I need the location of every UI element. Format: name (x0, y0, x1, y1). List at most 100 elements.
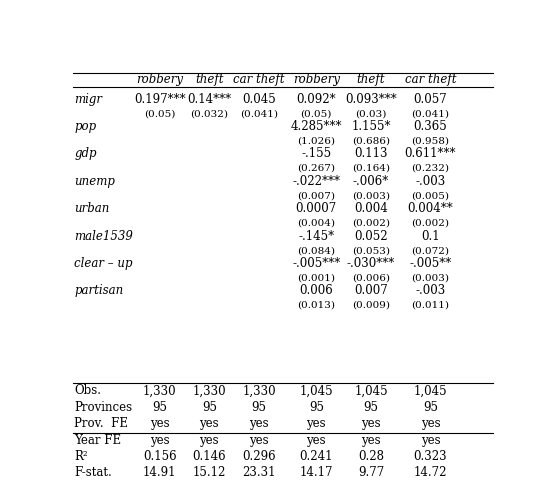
Text: (0.004): (0.004) (298, 219, 335, 228)
Text: -.005**: -.005** (410, 257, 452, 270)
Text: yes: yes (199, 434, 219, 447)
Text: (0.001): (0.001) (298, 274, 335, 283)
Text: (0.002): (0.002) (411, 219, 449, 228)
Text: yes: yes (306, 417, 326, 430)
Text: 0.156: 0.156 (143, 450, 177, 463)
Text: 0.28: 0.28 (358, 450, 384, 463)
Text: 95: 95 (252, 401, 267, 414)
Text: yes: yes (199, 417, 219, 430)
Text: 0.146: 0.146 (193, 450, 226, 463)
Text: 0.241: 0.241 (300, 450, 333, 463)
Text: 0.093***: 0.093*** (345, 93, 397, 106)
Text: 95: 95 (364, 401, 379, 414)
Text: 0.365: 0.365 (413, 120, 447, 133)
Text: 23.31: 23.31 (242, 466, 275, 479)
Text: 0.045: 0.045 (242, 93, 276, 106)
Text: 0.323: 0.323 (413, 450, 447, 463)
Text: urban: urban (74, 202, 109, 215)
Text: 0.057: 0.057 (413, 93, 447, 106)
Text: F-stat.: F-stat. (74, 466, 112, 479)
Text: (0.05): (0.05) (144, 109, 176, 118)
Text: unemp: unemp (74, 175, 115, 188)
Text: (0.007): (0.007) (298, 191, 335, 201)
Text: -.003: -.003 (415, 285, 445, 297)
Text: 4.285***: 4.285*** (290, 120, 342, 133)
Text: (0.002): (0.002) (352, 219, 390, 228)
Text: 14.17: 14.17 (300, 466, 333, 479)
Text: -.006*: -.006* (353, 175, 389, 188)
Text: theft: theft (195, 73, 224, 85)
Text: gdp: gdp (74, 148, 97, 161)
Text: 0.611***: 0.611*** (405, 148, 457, 161)
Text: clear – up: clear – up (74, 257, 132, 270)
Text: 0.113: 0.113 (354, 148, 388, 161)
Text: 14.72: 14.72 (414, 466, 447, 479)
Text: 0.1: 0.1 (421, 230, 440, 243)
Text: (0.006): (0.006) (352, 274, 390, 283)
Text: 0.197***: 0.197*** (134, 93, 185, 106)
Text: male1539: male1539 (74, 230, 133, 243)
Text: Obs.: Obs. (74, 384, 101, 398)
Text: (0.232): (0.232) (411, 164, 449, 173)
Text: (1.026): (1.026) (298, 136, 335, 146)
Text: pop: pop (74, 120, 96, 133)
Text: robbery: robbery (293, 73, 340, 85)
Text: car theft: car theft (405, 73, 457, 85)
Text: -.145*: -.145* (298, 230, 335, 243)
Text: (0.041): (0.041) (240, 109, 278, 118)
Text: 14.91: 14.91 (143, 466, 177, 479)
Text: (0.686): (0.686) (352, 136, 390, 146)
Text: 1,330: 1,330 (242, 384, 276, 398)
Text: -.003: -.003 (415, 175, 445, 188)
Text: 15.12: 15.12 (193, 466, 226, 479)
Text: yes: yes (306, 434, 326, 447)
Text: (0.05): (0.05) (301, 109, 332, 118)
Text: Provinces: Provinces (74, 401, 132, 414)
Text: yes: yes (150, 434, 169, 447)
Text: theft: theft (357, 73, 385, 85)
Text: 0.296: 0.296 (242, 450, 276, 463)
Text: 1.155*: 1.155* (351, 120, 391, 133)
Text: 1,330: 1,330 (193, 384, 226, 398)
Text: (0.072): (0.072) (411, 246, 449, 255)
Text: 1,045: 1,045 (299, 384, 333, 398)
Text: partisan: partisan (74, 285, 124, 297)
Text: yes: yes (150, 417, 169, 430)
Text: car theft: car theft (233, 73, 285, 85)
Text: 95: 95 (202, 401, 217, 414)
Text: 0.006: 0.006 (299, 285, 333, 297)
Text: 1,045: 1,045 (413, 384, 447, 398)
Text: 0.004**: 0.004** (407, 202, 453, 215)
Text: 9.77: 9.77 (358, 466, 384, 479)
Text: Prov.  FE: Prov. FE (74, 417, 128, 430)
Text: 0.0007: 0.0007 (296, 202, 337, 215)
Text: 1,330: 1,330 (143, 384, 177, 398)
Text: migr: migr (74, 93, 102, 106)
Text: yes: yes (249, 434, 269, 447)
Text: (0.958): (0.958) (411, 136, 449, 146)
Text: -.022***: -.022*** (292, 175, 340, 188)
Text: yes: yes (421, 434, 440, 447)
Text: Year FE: Year FE (74, 434, 121, 447)
Text: 95: 95 (152, 401, 167, 414)
Text: (0.003): (0.003) (352, 191, 390, 201)
Text: yes: yes (361, 417, 381, 430)
Text: 1,045: 1,045 (354, 384, 388, 398)
Text: 0.092*: 0.092* (296, 93, 336, 106)
Text: -.155: -.155 (301, 148, 331, 161)
Text: (0.041): (0.041) (411, 109, 449, 118)
Text: (0.005): (0.005) (411, 191, 449, 201)
Text: 0.14***: 0.14*** (187, 93, 231, 106)
Text: (0.013): (0.013) (298, 301, 335, 310)
Text: (0.053): (0.053) (352, 246, 390, 255)
Text: yes: yes (421, 417, 440, 430)
Text: 95: 95 (423, 401, 438, 414)
Text: (0.032): (0.032) (190, 109, 229, 118)
Text: 0.007: 0.007 (354, 285, 388, 297)
Text: -.030***: -.030*** (347, 257, 395, 270)
Text: (0.011): (0.011) (411, 301, 449, 310)
Text: 0.004: 0.004 (354, 202, 388, 215)
Text: yes: yes (249, 417, 269, 430)
Text: (0.003): (0.003) (411, 274, 449, 283)
Text: yes: yes (361, 434, 381, 447)
